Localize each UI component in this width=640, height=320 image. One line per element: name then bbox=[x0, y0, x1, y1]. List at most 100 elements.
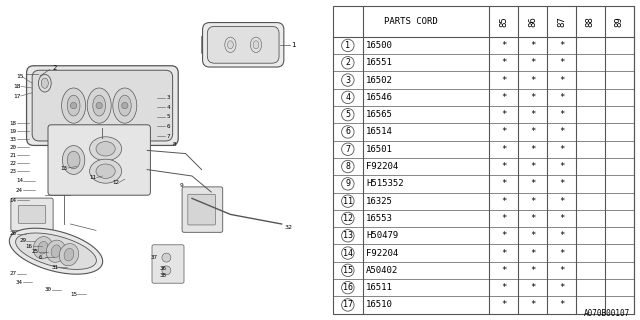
Text: *: * bbox=[530, 231, 535, 240]
Circle shape bbox=[70, 102, 77, 109]
Text: 30: 30 bbox=[45, 287, 52, 292]
Text: *: * bbox=[501, 266, 506, 275]
Text: *: * bbox=[559, 76, 564, 84]
Text: 16510: 16510 bbox=[366, 300, 393, 309]
Text: *: * bbox=[501, 110, 506, 119]
Text: *: * bbox=[501, 58, 506, 67]
Text: 9: 9 bbox=[179, 183, 183, 188]
Ellipse shape bbox=[41, 78, 49, 88]
Text: *: * bbox=[501, 179, 506, 188]
FancyBboxPatch shape bbox=[202, 36, 211, 54]
Ellipse shape bbox=[64, 248, 74, 261]
Text: 11: 11 bbox=[343, 197, 353, 206]
Ellipse shape bbox=[87, 88, 111, 123]
Ellipse shape bbox=[253, 41, 259, 49]
Text: 85: 85 bbox=[499, 16, 508, 27]
Text: *: * bbox=[559, 283, 564, 292]
Text: *: * bbox=[530, 179, 535, 188]
Text: 12: 12 bbox=[343, 214, 353, 223]
Ellipse shape bbox=[118, 95, 131, 116]
Text: *: * bbox=[559, 179, 564, 188]
Text: 16553: 16553 bbox=[366, 214, 393, 223]
Text: 16501: 16501 bbox=[366, 145, 393, 154]
Text: *: * bbox=[559, 231, 564, 240]
Text: *: * bbox=[530, 76, 535, 84]
Text: *: * bbox=[530, 197, 535, 206]
Text: A50402: A50402 bbox=[366, 266, 398, 275]
FancyBboxPatch shape bbox=[11, 198, 53, 231]
Text: *: * bbox=[559, 41, 564, 50]
Text: *: * bbox=[530, 249, 535, 258]
Text: 89: 89 bbox=[614, 16, 623, 27]
Text: F92204: F92204 bbox=[366, 162, 398, 171]
Text: 15: 15 bbox=[70, 292, 77, 297]
Text: 5: 5 bbox=[346, 110, 350, 119]
FancyBboxPatch shape bbox=[152, 245, 184, 283]
Text: 17: 17 bbox=[13, 93, 20, 99]
Ellipse shape bbox=[62, 146, 84, 174]
Text: *: * bbox=[501, 214, 506, 223]
Text: *: * bbox=[501, 145, 506, 154]
Ellipse shape bbox=[96, 164, 115, 179]
FancyBboxPatch shape bbox=[27, 66, 178, 145]
Text: 25: 25 bbox=[32, 249, 39, 254]
Text: 21: 21 bbox=[10, 153, 17, 158]
Ellipse shape bbox=[93, 95, 106, 116]
Ellipse shape bbox=[228, 41, 233, 49]
Text: *: * bbox=[501, 41, 506, 50]
Text: 33: 33 bbox=[10, 137, 17, 142]
Ellipse shape bbox=[60, 244, 79, 266]
Text: 16514: 16514 bbox=[366, 127, 393, 136]
Text: 20: 20 bbox=[10, 145, 17, 150]
Text: 6: 6 bbox=[166, 124, 170, 129]
Text: 16500: 16500 bbox=[366, 41, 393, 50]
Text: *: * bbox=[530, 266, 535, 275]
Text: 18: 18 bbox=[10, 121, 17, 126]
Text: 9: 9 bbox=[346, 179, 350, 188]
Text: 3: 3 bbox=[346, 76, 350, 84]
Text: A070B00107: A070B00107 bbox=[584, 309, 630, 318]
Text: *: * bbox=[501, 300, 506, 309]
Text: 14: 14 bbox=[10, 197, 17, 203]
Text: *: * bbox=[530, 283, 535, 292]
Text: 1: 1 bbox=[291, 42, 296, 48]
Text: 26: 26 bbox=[10, 231, 17, 236]
FancyBboxPatch shape bbox=[19, 205, 46, 223]
Circle shape bbox=[122, 102, 128, 109]
FancyBboxPatch shape bbox=[188, 194, 215, 225]
Circle shape bbox=[96, 102, 102, 109]
Text: 36: 36 bbox=[160, 266, 167, 271]
Text: *: * bbox=[501, 93, 506, 102]
Text: 16565: 16565 bbox=[366, 110, 393, 119]
Text: *: * bbox=[559, 249, 564, 258]
Text: 1: 1 bbox=[346, 41, 350, 50]
Text: *: * bbox=[530, 162, 535, 171]
Text: 4: 4 bbox=[346, 93, 350, 102]
Text: 16: 16 bbox=[343, 283, 353, 292]
Text: *: * bbox=[501, 76, 506, 84]
Text: 24: 24 bbox=[16, 188, 23, 193]
Text: 14: 14 bbox=[343, 249, 353, 258]
Text: 22: 22 bbox=[10, 161, 17, 166]
Text: 13: 13 bbox=[61, 165, 68, 171]
Ellipse shape bbox=[38, 74, 51, 92]
Text: *: * bbox=[559, 127, 564, 136]
Text: 7: 7 bbox=[166, 133, 170, 139]
Text: H50479: H50479 bbox=[366, 231, 398, 240]
Text: *: * bbox=[530, 58, 535, 67]
Text: 6: 6 bbox=[346, 127, 350, 136]
Polygon shape bbox=[10, 228, 102, 274]
FancyBboxPatch shape bbox=[48, 125, 150, 195]
Text: 11: 11 bbox=[90, 175, 97, 180]
Text: *: * bbox=[530, 145, 535, 154]
Ellipse shape bbox=[33, 236, 52, 259]
Text: 16502: 16502 bbox=[366, 76, 393, 84]
Text: *: * bbox=[559, 197, 564, 206]
Text: 6: 6 bbox=[38, 255, 42, 260]
Text: 37: 37 bbox=[150, 255, 157, 260]
Ellipse shape bbox=[90, 137, 122, 161]
Text: 2: 2 bbox=[346, 58, 350, 67]
Text: PARTS CORD: PARTS CORD bbox=[384, 17, 438, 26]
Text: 23: 23 bbox=[10, 169, 17, 174]
Text: 5: 5 bbox=[166, 114, 170, 119]
